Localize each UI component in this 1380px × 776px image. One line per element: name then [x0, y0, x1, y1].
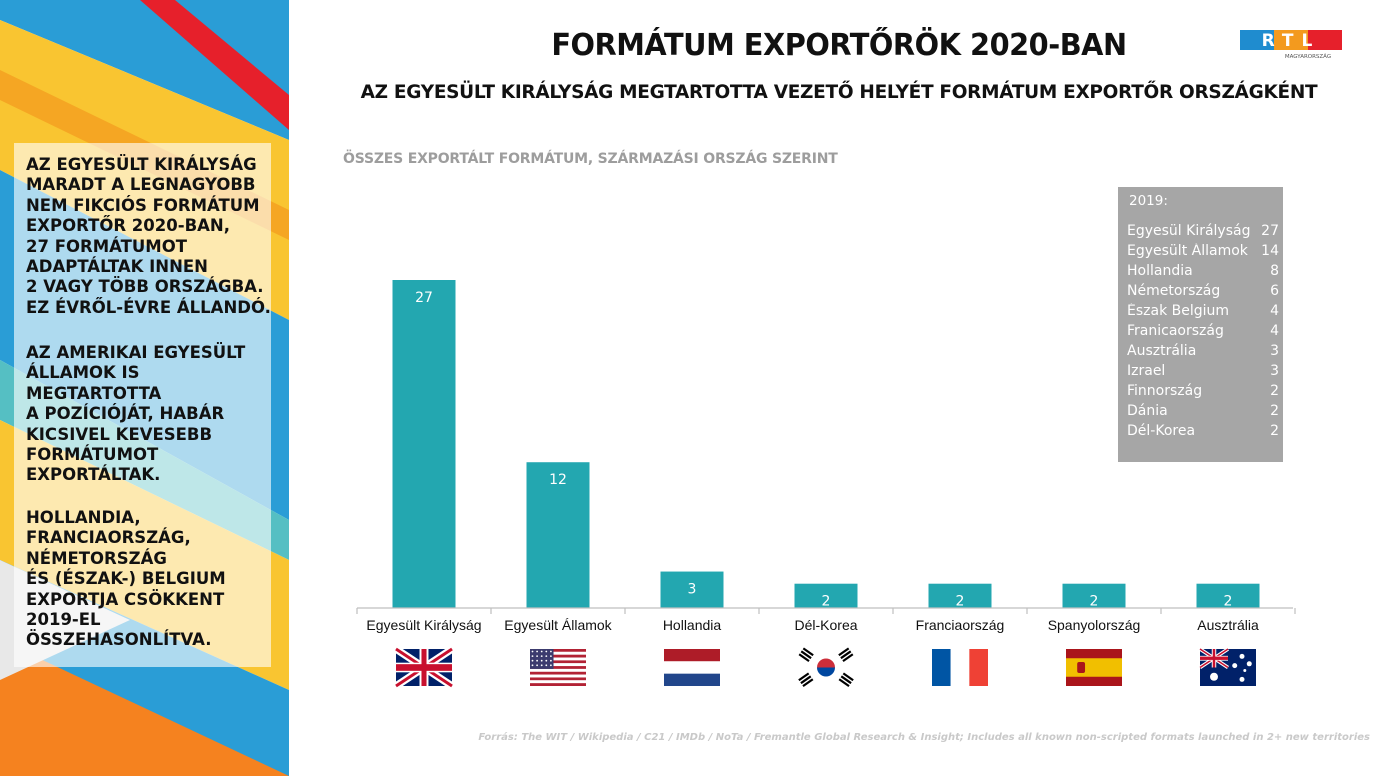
box-2019-country: Egyesül Királyság: [1127, 223, 1251, 239]
source-note: Forrás: The WIT / Wikipedia / C21 / IMDb…: [478, 732, 1370, 743]
box-2019-country: Észak Belgium: [1127, 303, 1230, 319]
box-2019-value: 3: [1270, 363, 1279, 379]
page-subtitle: AZ EGYESÜLT KIRÁLYSÁG MEGTARTOTTA VEZETŐ…: [360, 82, 1318, 103]
box-2019-value: 14: [1261, 243, 1279, 259]
category-label: Spanyolország: [1048, 617, 1141, 633]
box-2019-value: 4: [1270, 303, 1279, 319]
box-2019-country: Dánia: [1127, 403, 1168, 419]
us-flag-icon: [530, 649, 586, 686]
australia-flag-icon: [1198, 647, 1256, 686]
page-title: FORMÁTUM EXPORTŐRÖK 2020-BAN: [551, 28, 1127, 63]
box-2019-value: 8: [1270, 263, 1279, 279]
data-label: 2: [956, 594, 965, 610]
rtl-logo: RTL MAGYARORSZÁG: [1240, 28, 1342, 60]
box-2019-value: 3: [1270, 343, 1279, 359]
data-label: 27: [415, 290, 433, 306]
box-2019-value: 2: [1270, 403, 1279, 419]
data-label: 2: [822, 594, 831, 610]
bar: [928, 583, 992, 608]
box-2019-value: 4: [1270, 323, 1279, 339]
box-2019-country: Dél-Korea: [1127, 423, 1196, 439]
spain-flag-icon: [1066, 649, 1122, 686]
left-text-paragraph-1: AZ EGYESÜLT KIRÁLYSÁG MARADT A LEGNAGYOB…: [26, 155, 271, 317]
x-axis-ticks: [356, 608, 1296, 614]
box-2019-row: Franicaország 4: [1127, 323, 1279, 343]
box-2019-value: 6: [1270, 283, 1279, 299]
france-flag-icon: [932, 649, 988, 686]
category-label: Hollandia: [663, 617, 722, 633]
box-2019-row: Ausztrália 3: [1127, 343, 1279, 363]
logo-text: RTL: [1262, 31, 1321, 51]
box-2019-row: Egyesült Államok 14: [1127, 243, 1279, 263]
box-2019-row: Hollandia 8: [1127, 263, 1279, 283]
left-text-backdrop: [14, 143, 271, 667]
box-2019-value: 27: [1261, 223, 1279, 239]
box-2019-row: Finnország 2: [1127, 383, 1279, 403]
data-label: 2: [1090, 594, 1099, 610]
box-2019-row: Észak Belgium 4: [1127, 303, 1279, 323]
box-2019-value: 2: [1270, 423, 1279, 439]
bar: [794, 583, 858, 608]
bar: [526, 462, 590, 608]
chart-title: ÖSSZES EXPORTÁLT FORMÁTUM, SZÁRMAZÁSI OR…: [343, 151, 838, 167]
flags-layer: [393, 645, 1256, 690]
bar: [392, 280, 456, 608]
box-2019-row: Németország 6: [1127, 283, 1279, 303]
data-label: 12: [549, 472, 567, 488]
box-2019-country: Németország: [1127, 283, 1221, 299]
box-2019-country: Egyesült Államok: [1127, 243, 1248, 259]
box-2019-country: Hollandia: [1127, 263, 1193, 279]
box-2019-country: Izrael: [1127, 363, 1166, 379]
left-text-paragraph-2: AZ AMERIKAI EGYESÜLT ÁLLAMOK IS MEGTARTO…: [26, 343, 246, 485]
data-label: 3: [688, 582, 697, 598]
box-2019-value: 2: [1270, 383, 1279, 399]
value-labels: 27 12 3 2 2 2 2: [415, 290, 1232, 610]
logo-subtext: MAGYARORSZÁG: [1285, 53, 1331, 60]
comparison-2019-box: 2019: Egyesül Királyság 27 Egyesült Államo…: [1118, 187, 1283, 462]
bar: [1062, 583, 1126, 608]
uk-flag-icon: [393, 645, 455, 690]
netherlands-flag-icon: [664, 649, 720, 686]
bar: [660, 571, 724, 608]
box-2019-country: Franicaország: [1127, 323, 1224, 339]
category-label: Franciaország: [916, 617, 1005, 633]
category-label: Egyesült Királyság: [366, 617, 481, 633]
category-labels: Egyesült Királyság Egyesült Államok Hollan…: [366, 617, 1259, 633]
data-label: 2: [1224, 594, 1233, 610]
bar: [1196, 583, 1260, 608]
box-2019-row: Izrael 3: [1127, 363, 1279, 383]
left-text-paragraph-3: HOLLANDIA, FRANCIAORSZÁG, NÉMETORSZÁG ÉS…: [26, 508, 226, 650]
category-label: Ausztrália: [1197, 617, 1259, 633]
left-decor-panel: AZ EGYESÜLT KIRÁLYSÁG MARADT A LEGNAGYOB…: [0, 0, 289, 776]
south-korea-flag-icon: [798, 647, 854, 688]
box-2019-row: Dánia 2: [1127, 403, 1279, 423]
box-2019-title: 2019:: [1129, 193, 1168, 209]
category-label: Dél-Korea: [794, 617, 857, 633]
bars-layer: [392, 280, 1260, 608]
box-2019-row: Egyesül Királyság 27: [1127, 223, 1279, 243]
category-label: Egyesült Államok: [504, 617, 612, 633]
box-2019-row: Dél-Korea 2: [1127, 423, 1279, 443]
box-2019-country: Finnország: [1127, 383, 1203, 399]
box-2019-country: Ausztrália: [1127, 343, 1197, 359]
